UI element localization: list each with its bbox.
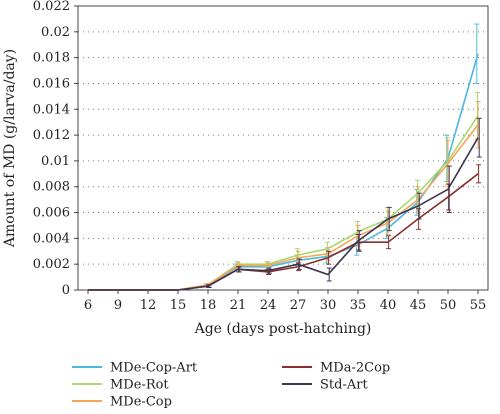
y-tick-label: 0.022 [33,0,70,14]
y-tick-label: 0.002 [33,257,70,272]
series-mda-2cop [88,164,482,291]
x-tick-label: 45 [410,298,427,313]
y-tick-label: 0.014 [33,102,70,117]
legend-label: MDe-Rot [110,378,169,393]
y-tick-label: 0 [62,283,70,298]
x-tick-label: 24 [260,298,277,313]
x-tick-label: 18 [200,298,217,313]
x-tick-label: 6 [84,298,92,313]
series-line [88,137,479,291]
legend-label: Std-Art [320,378,368,393]
y-tick-label: 0.018 [33,51,70,66]
x-tick-label: 12 [140,298,157,313]
series-mde-cop-art [88,23,480,291]
x-tick-label: 9 [114,298,122,313]
legend-item: MDe-Cop-Art [72,361,198,376]
series-line [88,53,479,291]
legend: MDe-Cop-Art MDe-Rot MDe-Cop MDa-2Cop Std-Art [72,361,390,410]
y-tick-label: 0.008 [33,180,70,195]
y-tick-label: 0.02 [41,25,70,40]
legend-item: MDa-2Cop [282,361,390,376]
series-std-art [88,117,482,291]
grid-lines [78,31,488,265]
x-tick-label: 30 [320,298,337,313]
x-axis-title: Age (days post-hatching) [194,321,372,337]
series-mde-rot [88,91,480,291]
y-axis: 0 0.002 0.004 0.006 0.008 0.01 0.012 0.014 0.016… [33,0,78,298]
series-group [88,23,482,291]
x-tick-label: 21 [230,298,247,313]
y-tick-label: 0.006 [33,206,70,221]
y-tick-label: 0.004 [33,231,70,246]
y-axis-title: Amount of MD (g/larva/day) [2,49,18,248]
x-tick-label: 50 [440,298,457,313]
legend-item: Std-Art [282,378,368,393]
legend-item: MDe-Cop [72,395,172,410]
y-tick-label: 0.012 [33,128,70,143]
y-tick-label: 0.016 [33,76,70,91]
series-mde-cop [88,101,481,291]
x-tick-label: 35 [350,298,367,313]
x-axis: 6 9 12 15 18 21 24 27 30 35 40 45 50 55 [84,290,486,313]
y-tick-label: 0.01 [41,154,70,169]
x-tick-label: 55 [470,298,487,313]
legend-label: MDa-2Cop [320,361,390,376]
legend-item: MDe-Rot [72,378,169,393]
legend-label: MDe-Cop [110,395,172,410]
x-tick-label: 15 [170,298,187,313]
legend-label: MDe-Cop-Art [110,361,198,376]
plot-frame [77,5,489,291]
x-tick-label: 27 [290,298,307,313]
x-tick-label: 40 [380,298,397,313]
